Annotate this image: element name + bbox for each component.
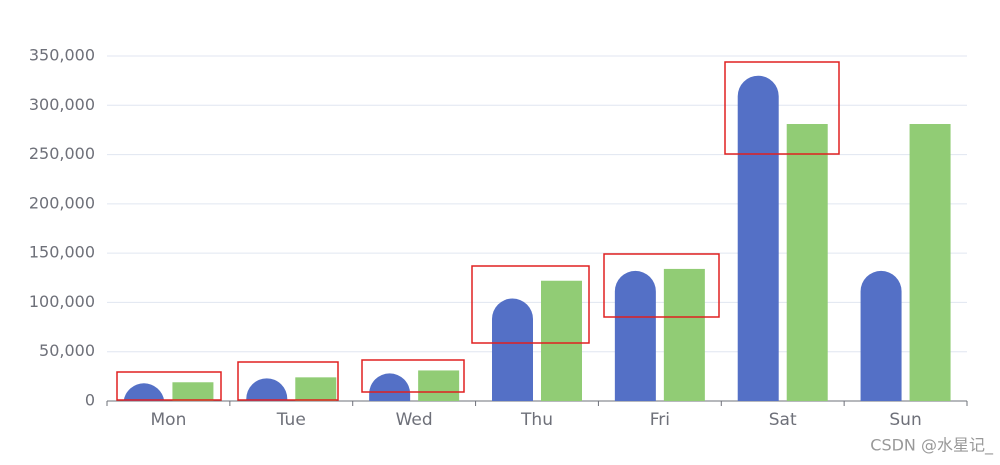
highlight-box [116,371,222,401]
x-tick-label: Thu [520,410,553,430]
bar [172,382,214,401]
bar [541,280,582,401]
bar [295,377,337,401]
bar [246,378,288,401]
bar [786,124,828,401]
bar [123,383,165,401]
bar [663,268,705,401]
bar [369,373,411,401]
bar [492,298,533,401]
bar [909,124,951,401]
y-tick-label: 250,000 [29,144,95,163]
y-tick-label: 350,000 [29,46,95,65]
y-tick-label: 50,000 [39,341,95,360]
y-tick-label: 100,000 [29,292,95,311]
y-tick-label: 200,000 [29,193,95,212]
x-tick-label: Sat [769,410,797,430]
bar [737,75,779,401]
highlight-box [361,359,465,393]
highlight-box [237,361,339,401]
x-tick-label: Mon [151,410,187,430]
highlight-box [724,61,840,155]
y-tick-label: 0 [85,391,95,410]
bar [860,270,902,401]
y-tick-label: 150,000 [29,243,95,262]
highlight-box [471,265,590,344]
bar [614,270,656,401]
x-tick-label: Wed [396,410,433,430]
bar [418,370,460,401]
x-tick-label: Sun [889,410,921,430]
highlight-box [603,253,720,318]
x-tick-label: Tue [276,410,306,430]
y-tick-label: 300,000 [29,95,95,114]
x-tick-label: Fri [650,410,670,430]
highlight-boxes [116,61,840,401]
watermark: CSDN @水星记_ [870,436,994,456]
